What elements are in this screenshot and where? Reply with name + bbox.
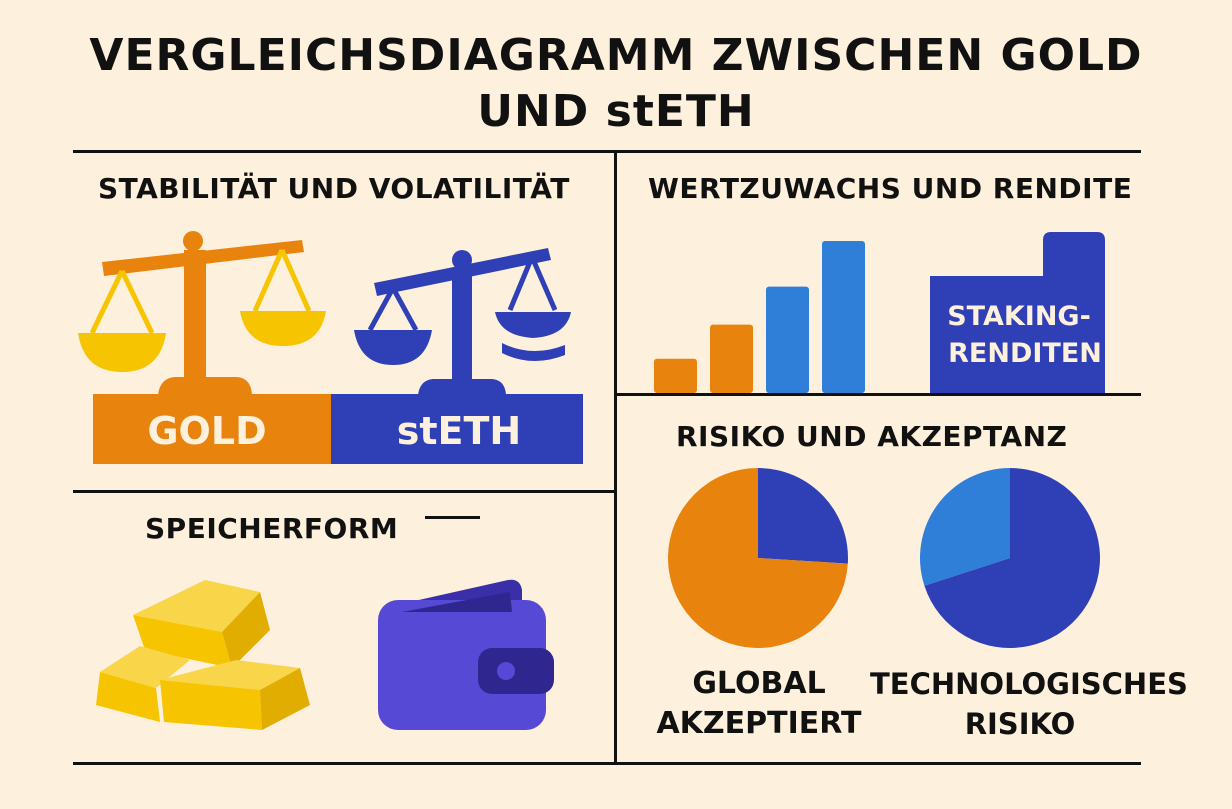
pie-global-accepted <box>668 468 848 648</box>
bottom-rule <box>73 762 1141 765</box>
steth-label: stETH <box>397 409 521 453</box>
pie-label-global-line-1: GLOBAL <box>692 666 826 701</box>
stability-heading: STABILITÄT UND VOLATILITÄT <box>98 172 570 205</box>
center-divider <box>614 150 617 762</box>
left-middle-rule <box>73 490 614 493</box>
risk-heading: RISIKO UND AKZEPTANZ <box>676 420 1068 453</box>
steth-label-block <box>331 394 583 464</box>
growth-bars <box>654 241 865 393</box>
gold-scale-icon <box>78 231 326 395</box>
growth-bar <box>710 324 753 393</box>
gold-label-block <box>93 394 333 464</box>
page-title: VERGLEICHSDIAGRAMM ZWISCHEN GOLD UND stE… <box>0 28 1232 140</box>
title-line-2: UND stETH <box>477 86 755 137</box>
staking-block <box>930 232 1105 393</box>
growth-bar <box>766 286 809 393</box>
pie-slice <box>668 468 848 648</box>
growth-bar <box>822 241 865 393</box>
growth-bar <box>654 358 697 393</box>
growth-heading: WERTZUWACHS UND RENDITE <box>648 172 1133 205</box>
pie-tech-risk <box>920 468 1101 648</box>
staking-label-line-2: RENDITEN <box>948 338 1102 369</box>
staking-label-line-1: STAKING- <box>947 301 1091 332</box>
pie-slice <box>920 468 1010 586</box>
storage-heading: SPEICHERFORM <box>145 512 399 545</box>
pie-slice <box>758 468 848 564</box>
pie-label-tech-line-1: TECHNOLOGISCHES <box>870 667 1188 701</box>
wallet-icon <box>378 579 554 730</box>
pie-label-global-line-2: AKZEPTIERT <box>656 706 862 741</box>
pie-label-global: GLOBAL AKZEPTIERT <box>650 664 868 744</box>
gold-label: GOLD <box>147 409 266 453</box>
pie-slice <box>924 468 1101 648</box>
title-line-1: VERGLEICHSDIAGRAMM ZWISCHEN GOLD <box>89 30 1143 81</box>
steth-scale-icon <box>354 248 571 395</box>
top-rule <box>73 150 1141 153</box>
pie-label-tech: TECHNOLOGISCHES RISIKO <box>870 664 1188 744</box>
storage-heading-underline <box>425 516 480 519</box>
pie-label-tech-line-2: RISIKO <box>964 707 1076 741</box>
right-middle-rule <box>617 393 1141 396</box>
gold-bars-icon <box>96 580 310 730</box>
